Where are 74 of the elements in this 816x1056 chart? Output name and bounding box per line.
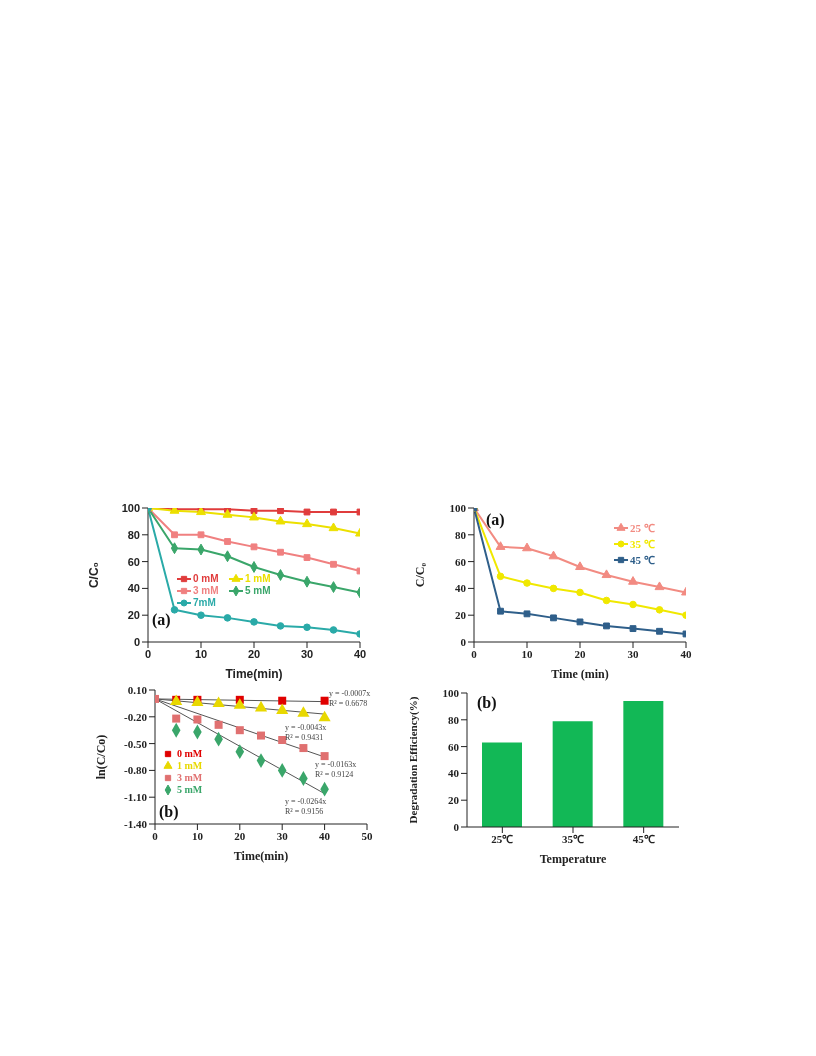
legend-label: 35 ℃ — [630, 537, 655, 551]
legend-label: 7mM — [193, 597, 216, 608]
x-axis-title: Time(min) — [225, 667, 283, 681]
x-tick-label: 0 — [152, 829, 159, 842]
annotation: R² = 0.9431 — [285, 733, 324, 742]
legend-label: 3 mM — [177, 772, 203, 783]
y-tick-label: 20 — [455, 609, 467, 622]
x-tick-label: 25℃ — [491, 832, 514, 845]
annotation: R² = 0.9156 — [285, 807, 324, 816]
x-tick-label: 20 — [574, 647, 586, 660]
y-tick-label: 100 — [449, 501, 467, 514]
y-axis-title: Degradation Efficiency(%) — [406, 696, 420, 824]
x-tick-label: 20 — [234, 829, 246, 842]
x-axis-title: Time (min) — [551, 667, 609, 681]
x-tick-label: 40 — [680, 647, 692, 660]
y-tick-label: 0 — [133, 635, 140, 648]
y-tick-label: 80 — [448, 713, 460, 726]
x-axis-title: Time(min) — [233, 849, 289, 863]
x-tick-label: 35℃ — [562, 832, 584, 845]
annotation: y = -0.0163x — [315, 760, 357, 769]
y-tick-label: 40 — [448, 767, 460, 780]
legend-label: 45 ℃ — [630, 553, 655, 567]
y-tick-label: -0.20 — [124, 710, 148, 723]
x-tick-label: 40 — [353, 647, 367, 660]
legend-label: 0 mM — [193, 573, 219, 584]
annotation: (a) — [152, 611, 171, 628]
legend-label: 1 mM — [177, 760, 203, 771]
x-tick-label: 30 — [300, 647, 314, 660]
y-axis-title: ln(C/Co) — [94, 734, 109, 780]
y-tick-label: 60 — [127, 555, 140, 568]
x-tick-label: 30 — [276, 829, 289, 842]
y-tick-label: 0 — [453, 820, 460, 833]
y-tick-label: -0.80 — [124, 764, 148, 777]
legend-label: 3 mM — [193, 585, 219, 596]
y-tick-label: 80 — [127, 528, 140, 541]
x-tick-label: 10 — [191, 829, 204, 842]
x-tick-label: 10 — [194, 647, 208, 660]
annotation: y = -0.0043x — [285, 723, 327, 732]
y-tick-label: 60 — [455, 555, 467, 568]
x-tick-label: 45℃ — [632, 832, 655, 845]
y-tick-label: -1.40 — [124, 817, 148, 830]
x-tick-label: 10 — [521, 647, 533, 660]
x-tick-label: 0 — [471, 647, 478, 660]
annotation: y = -0.0264x — [285, 797, 327, 806]
annotation: R² = 0.9124 — [315, 770, 354, 779]
legend-label: 1 mM — [245, 573, 271, 584]
legend-label: 5 mM — [177, 784, 203, 795]
y-tick-label: 40 — [455, 582, 467, 595]
annotation: (b) — [477, 694, 497, 711]
y-tick-label: -0.50 — [124, 737, 148, 750]
y-tick-label: 0.10 — [127, 683, 148, 696]
x-tick-label: 20 — [247, 647, 261, 660]
y-tick-label: 80 — [455, 528, 467, 541]
y-tick-label: 20 — [127, 609, 140, 622]
legend-label: 25 ℃ — [630, 521, 655, 535]
x-axis-title: Temperature — [539, 852, 607, 866]
y-tick-label: 40 — [127, 582, 140, 595]
annotation: y = -0.0007x — [329, 689, 371, 698]
x-tick-label: 40 — [319, 829, 331, 842]
x-tick-label: 30 — [627, 647, 639, 660]
y-axis-title: C/C₀ — [87, 561, 102, 589]
x-tick-label: 50 — [361, 829, 373, 842]
y-tick-label: -1.10 — [124, 791, 148, 804]
y-axis-title: C/C₀ — [413, 562, 428, 588]
y-tick-label: 0 — [460, 635, 467, 648]
annotation: (a) — [486, 511, 505, 528]
y-tick-label: 100 — [442, 686, 460, 699]
y-tick-label: 20 — [448, 794, 460, 807]
y-tick-label: 100 — [121, 501, 140, 514]
legend-label: 0 mM — [177, 748, 203, 759]
y-tick-label: 60 — [448, 740, 460, 753]
annotation: (b) — [159, 803, 179, 820]
legend-label: 5 mM — [245, 585, 271, 596]
annotation: R² = 0.6678 — [329, 699, 368, 708]
